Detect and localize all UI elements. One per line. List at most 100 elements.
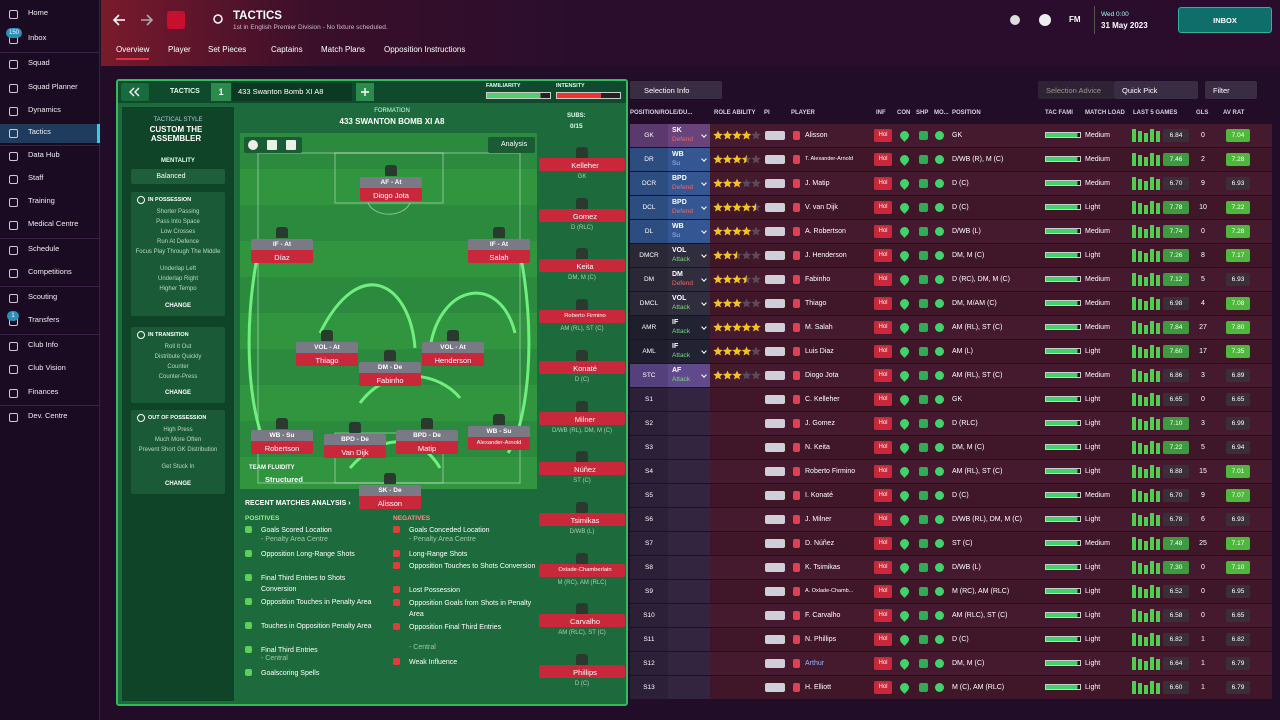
name-box [360,188,422,201]
nav-item[interactable]: Dynamics [0,102,100,121]
toolbar-button[interactable]: Filter [1205,81,1257,99]
nav-item[interactable]: Medical Centre [0,216,100,235]
pitch-player[interactable]: DM - De Fabinho [359,348,421,388]
nav-item[interactable]: Club Vision [0,360,100,379]
table-row[interactable]: S13 H. Elliott Hol M (C), AM (RLC) Light 6.60… [630,676,1272,699]
nav-item[interactable]: Data Hub [0,147,100,166]
pitch-player[interactable]: AF - At Diogo Jota [360,163,422,203]
nav-item[interactable]: Finances [0,384,100,403]
player-name: Matip [417,444,437,453]
change-button[interactable]: CHANGE [164,390,191,396]
table-row[interactable]: GK SK Defend Alisson Hol GK Medium 6.84 0 7.04 [630,124,1272,147]
tab[interactable]: Player [168,45,191,54]
table-row[interactable]: S4 Roberto Firmino Hol AM (RL), ST (C) Light… [630,460,1272,483]
nav-item[interactable]: Squad [0,55,100,74]
table-row[interactable]: S5 I. Konaté Hol D (C) Medium 6.70 9 7.07 [630,484,1272,507]
tab[interactable]: Overview [116,45,150,60]
sub-player[interactable]: Carvalho AM (RLC), ST (C) [539,603,625,651]
table-row[interactable]: AMR IF Attack M. Salah Hol AM (RL), ST (C) Med… [630,316,1272,339]
star [751,202,761,212]
table-row[interactable]: DMCL VOL Attack Thiago Hol DM, M/AM (C) Medium… [630,292,1272,315]
table-row[interactable]: S8 K. Tsimikas Hol D/WB (L) Light 7.30 0 7.10 [630,556,1272,579]
nav-item[interactable]: Competitions [0,264,100,283]
analysis-button[interactable]: Analysis [488,137,535,153]
table-row[interactable]: S12 Arthur Hol DM, M (C) Light 6.64 1 6.79 [630,652,1272,675]
table-row[interactable]: S1 C. Kelleher Hol GK Light 6.65 0 6.65 [630,388,1272,411]
pitch-player[interactable]: BPD - De Van Dijk [324,420,386,460]
nav-item[interactable]: Club Info [0,337,100,356]
sub-player[interactable]: Kelleher GK [539,147,625,195]
tab[interactable]: Captains [271,45,303,54]
sub-player[interactable]: Tsimikas D/WB (L) [539,501,625,550]
toolbar-button[interactable]: Selection Info [630,81,722,99]
sub-player[interactable]: Gomez D (RLC) [539,197,625,246]
role-cell [668,676,710,699]
tactic-name[interactable]: 433 Swanton Bomb XI A8 [238,87,324,96]
pitch-player[interactable]: WB - Su Robertson [251,416,313,456]
pitch-player[interactable]: IF - At Díaz [251,225,313,265]
nav-item[interactable]: Staff [0,170,100,189]
column-header: SHP [916,110,929,116]
sub-player[interactable]: Milner D/WB (RL), DM, M (C) [539,400,625,449]
nav-item[interactable]: Squad Planner [0,79,100,98]
nav-item[interactable]: Home [0,5,100,24]
view-icon[interactable] [267,140,277,150]
table-row[interactable]: DM DM Defend Fabinho Hol D (RC), DM, M (C) Med… [630,268,1272,291]
table-row[interactable]: S7 D. Núñez Hol ST (C) Medium 7.48 25 7.17 [630,532,1272,555]
slot-number[interactable]: 1 [211,83,231,101]
toolbar-button[interactable]: Selection Advice [1038,81,1114,99]
view-icon[interactable] [286,140,296,150]
pitch-player[interactable]: SK - De Alisson [359,471,421,511]
sub-player[interactable]: Keita DM, M (C) [539,248,625,296]
sub-player[interactable]: Núñez ST (C) [539,451,625,499]
mentality-dropdown[interactable]: Balanced [131,169,225,184]
tab[interactable]: Opposition Instructions [384,45,466,54]
table-row[interactable]: S2 J. Gomez Hol D (RLC) Light 7.10 3 6.99 [630,412,1272,435]
pitch-player[interactable]: BPD - De Matip [396,416,458,456]
column-header: GLS [1196,110,1209,116]
formation-name[interactable]: 433 SWANTON BOMB XI A8 [339,117,445,126]
nav-item[interactable]: Schedule [0,241,100,260]
table-row[interactable]: DL WB Su A. Robertson Hol D/WB (L) Medium 7.74 0… [630,220,1272,243]
morale-icon [935,395,944,404]
nav-item[interactable]: Tactics [0,124,100,143]
last-games-bar [1132,153,1136,166]
change-button[interactable]: CHANGE [164,303,191,309]
table-row[interactable]: S9 A. Oxlade-Chamb... Hol M (RC), AM (RLC) L… [630,580,1272,603]
table-row[interactable]: DCR BPD Defend J. Matip Hol D (C) Medium 6.70 9 6… [630,172,1272,195]
tab[interactable]: Match Plans [321,45,366,54]
change-button[interactable]: CHANGE [164,481,191,487]
inbox-button[interactable]: INBOX [1178,7,1272,33]
toolbar-button[interactable]: Quick Pick [1114,81,1198,99]
analysis-title[interactable]: RECENT MATCHES ANALYSIS › [245,500,351,507]
last-games-bar [1156,443,1160,454]
table-row[interactable]: S6 J. Milner Hol D/WB (RL), DM, M (C) Light 6… [630,508,1272,531]
sub-player[interactable]: Konaté D (C) [539,349,625,398]
instruction: High Press [163,427,193,433]
pitch-player[interactable]: IF - At Salah [468,225,530,265]
player-name: D. Núñez [805,540,835,547]
collapse-button[interactable] [121,83,149,101]
table-row[interactable]: AML IF Attack Luis Diaz Hol AM (L) Light 7.60 17… [630,340,1272,363]
add-button[interactable] [356,83,374,101]
view-icon[interactable] [248,140,258,150]
player-role: BPD - De [413,432,441,439]
table-row[interactable]: S3 N. Keita Hol DM, M (C) Light 7.22 5 6.94 [630,436,1272,459]
sub-player[interactable]: Oxlade-Chamberlain M (RC), AM (RLC) [539,552,625,601]
nav-item[interactable]: Scouting [0,289,100,308]
nav-item[interactable]: Training [0,193,100,212]
sub-player[interactable]: Phillips D (C) [539,654,625,702]
pitch-player[interactable]: VOL - At Henderson [422,328,484,368]
pitch-player[interactable]: WB - Su Alexander-Arnold [468,412,530,452]
pitch-player[interactable]: VOL - At Thiago [296,328,358,368]
tab[interactable]: Set Pieces [208,45,247,54]
table-row[interactable]: DMCR VOL Attack J. Henderson Hol DM, M (C) Lig… [630,244,1272,267]
table-row[interactable]: STC AF Attack Diogo Jota Hol AM (RL), ST (C) M… [630,364,1272,387]
table-row[interactable]: S10 F. Carvalho Hol AM (RLC), ST (C) Light 6.… [630,604,1272,627]
sub-player[interactable]: Roberto Firmino AM (RL), ST (C) [539,299,625,347]
table-row[interactable]: S11 N. Phillips Hol D (C) Light 6.82 1 6.82 [630,628,1272,651]
table-row[interactable]: DR WB Su T. Alexander-Arnold Hol D/WB (R), M … [630,148,1272,171]
average-rating: 7.04 [1231,132,1245,139]
nav-item[interactable]: Dev. Centre [0,408,100,427]
table-row[interactable]: DCL BPD Defend V. van Dijk Hol D (C) Light 7.78… [630,196,1272,219]
